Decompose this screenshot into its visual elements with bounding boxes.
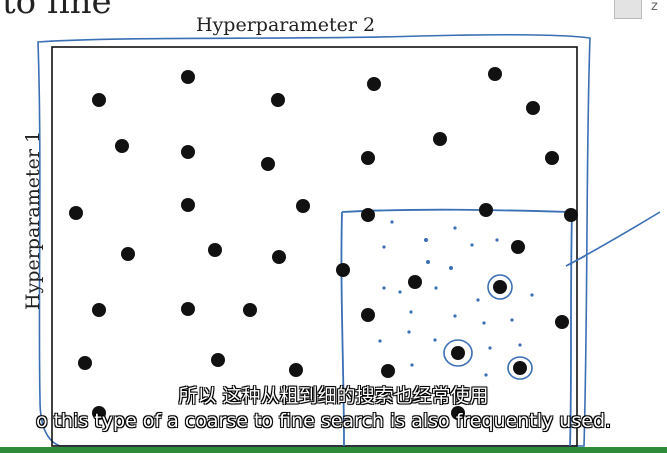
axis-label-hyperparameter-2: Hyperparameter 2 <box>196 14 376 36</box>
sample-point <box>289 363 303 377</box>
fine-mark <box>518 343 522 347</box>
sample-point <box>181 70 195 84</box>
outer-frame-sketch <box>37 33 591 447</box>
fine-mark <box>449 266 453 270</box>
overlay-icon[interactable] <box>614 0 642 19</box>
sample-point <box>361 208 375 222</box>
sample-point <box>488 67 502 81</box>
coarse-sample-points <box>69 67 578 420</box>
sample-point <box>479 203 493 217</box>
sample-point <box>451 346 465 360</box>
fine-mark <box>378 339 382 343</box>
fine-mark <box>470 243 474 247</box>
fine-mark <box>530 293 534 297</box>
sample-point <box>115 139 129 153</box>
sample-point <box>336 263 350 277</box>
subtitle-english: o this type of a coarse to fine search i… <box>35 410 612 432</box>
fine-mark <box>476 298 480 302</box>
sample-point <box>513 361 527 375</box>
sample-point <box>408 275 422 289</box>
best-point-rings <box>443 274 533 380</box>
fine-mark <box>424 238 428 242</box>
fine-mark <box>426 260 430 264</box>
fine-mark <box>434 286 438 290</box>
fine-mark <box>482 321 486 325</box>
sample-point <box>361 151 375 165</box>
progress-bar[interactable] <box>0 447 667 453</box>
pointer-arrow <box>565 211 661 267</box>
sample-point <box>208 243 222 257</box>
fine-mark <box>453 314 457 318</box>
sample-point <box>367 77 381 91</box>
sample-point <box>381 364 395 378</box>
sample-point <box>92 303 106 317</box>
fine-mark <box>382 245 386 249</box>
sample-point <box>361 308 375 322</box>
fine-mark <box>433 338 437 342</box>
sample-point <box>451 406 465 420</box>
fine-mark <box>382 286 386 290</box>
sample-point <box>564 208 578 222</box>
sample-point <box>181 198 195 212</box>
fine-mark <box>453 226 457 230</box>
sample-point <box>526 101 540 115</box>
sample-point <box>78 356 92 370</box>
highlight-ring <box>487 274 513 300</box>
fine-mark <box>488 346 492 350</box>
sample-point <box>296 199 310 213</box>
fine-mark <box>409 310 413 314</box>
sample-point <box>92 406 106 420</box>
slide-title: to fine <box>2 0 112 22</box>
fine-mark <box>410 363 414 367</box>
fine-mark <box>510 318 514 322</box>
corner-letter: z <box>651 0 658 14</box>
sample-point <box>272 250 286 264</box>
sample-point <box>181 302 195 316</box>
sample-point <box>545 151 559 165</box>
sample-point <box>243 303 257 317</box>
fine-mark <box>390 220 394 224</box>
sample-point <box>92 93 106 107</box>
sample-point <box>121 247 135 261</box>
sample-point <box>211 353 225 367</box>
sample-point <box>555 315 569 329</box>
sample-point <box>493 280 507 294</box>
axis-label-hyperparameter-1: Hyperparameter 1 <box>22 130 44 310</box>
sample-point <box>271 93 285 107</box>
sample-point <box>181 145 195 159</box>
highlight-ring <box>507 356 533 380</box>
fine-mark <box>407 330 411 334</box>
subtitle-chinese: 所以 这种从粗到细的搜索也经常使用 <box>178 385 489 407</box>
fine-mark <box>495 238 499 242</box>
sample-point <box>433 132 447 146</box>
highlight-ring <box>443 339 473 367</box>
fine-sample-marks <box>378 220 534 377</box>
sample-point <box>69 206 83 220</box>
fine-mark <box>398 290 402 294</box>
sample-point <box>261 157 275 171</box>
sample-point <box>511 240 525 254</box>
search-space-box <box>51 46 578 447</box>
fine-mark <box>484 373 488 377</box>
